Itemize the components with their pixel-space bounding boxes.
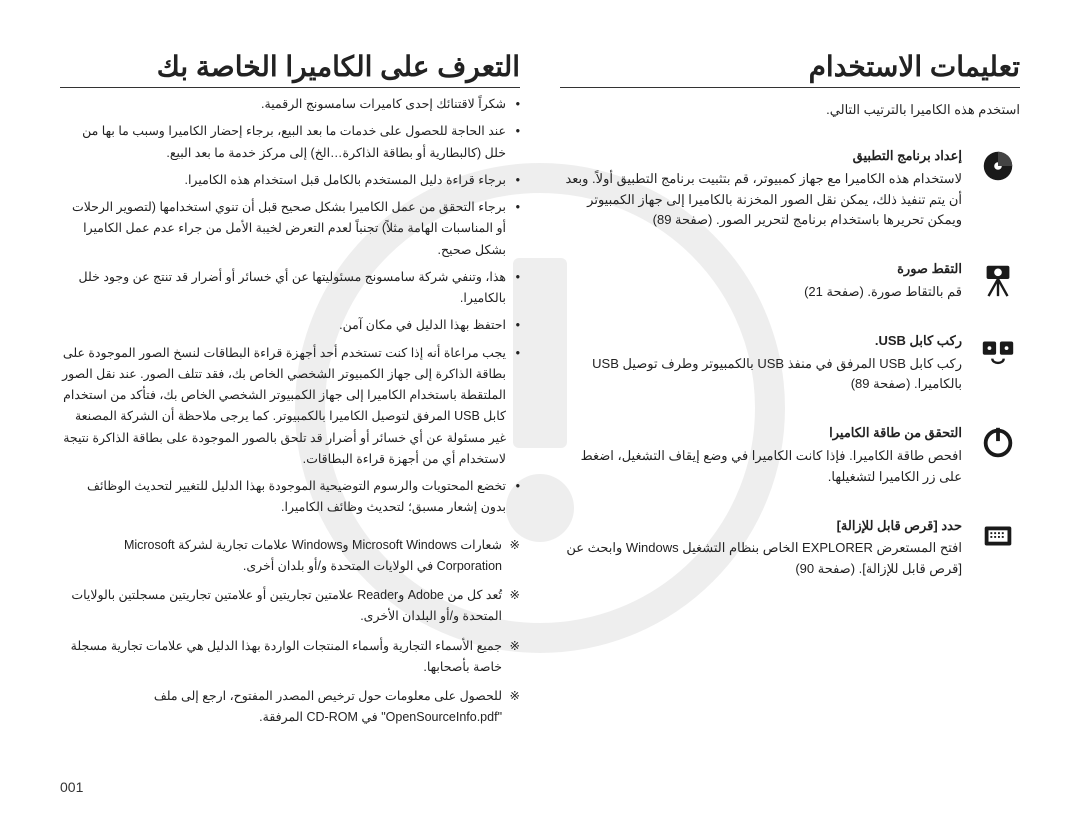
note-item: شعارات Microsoft Windows وWindows علامات… <box>60 535 520 578</box>
usage-intro: استخدم هذه الكاميرا بالترتيب التالي. <box>560 102 1020 118</box>
step-title: التقط صورة <box>560 259 962 280</box>
step-title: التحقق من طاقة الكاميرا <box>560 423 962 444</box>
step-body: افحص طاقة الكاميرا. فإذا كانت الكاميرا ف… <box>560 446 962 488</box>
bullet-item: احتفظ بهذا الدليل في مكان آمن. <box>60 315 520 336</box>
bullet-item: هذا، وتنفي شركة سامسونج مسئوليتها عن أي … <box>60 267 520 310</box>
bullet-item: برجاء قراءة دليل المستخدم بالكامل قبل اس… <box>60 170 520 191</box>
know-your-camera-column: التعرف على الكاميرا الخاصة بك شكراً لاقت… <box>60 50 520 785</box>
usb-connect-icon <box>976 331 1020 371</box>
trademark-notes: شعارات Microsoft Windows وWindows علامات… <box>60 535 520 737</box>
bullet-item: شكراً لاقتنائك إحدى كاميرات سامسونج الرق… <box>60 94 520 115</box>
step-install-software: إعداد برنامج التطبيقلاستخدام هذه الكامير… <box>560 146 1020 231</box>
step-body: قم بالتقاط صورة. (صفحة 21) <box>560 282 962 303</box>
step-check-power: التحقق من طاقة الكاميراافحص طاقة الكامير… <box>560 423 1020 487</box>
step-connect-usb: ركب كابل USB.ركب كابل USB المرفق في منفذ… <box>560 331 1020 395</box>
bullet-item: يجب مراعاة أنه إذا كنت تستخدم أحد أجهزة … <box>60 343 520 471</box>
bullet-item: تخضع المحتويات والرسوم التوضيحية الموجود… <box>60 476 520 519</box>
bullet-item: عند الحاجة للحصول على خدمات ما بعد البيع… <box>60 121 520 164</box>
step-title: حدد [قرص قابل للإزالة] <box>560 516 962 537</box>
bullet-item: برجاء التحقق من عمل الكاميرا بشكل صحيح ق… <box>60 197 520 261</box>
step-body: افتح المستعرض EXPLORER الخاص بنظام التشغ… <box>560 538 962 580</box>
two-column-layout: تعليمات الاستخدام استخدم هذه الكاميرا با… <box>60 50 1020 785</box>
usage-heading: تعليمات الاستخدام <box>560 50 1020 88</box>
usage-instructions-column: تعليمات الاستخدام استخدم هذه الكاميرا با… <box>560 50 1020 785</box>
step-body: لاستخدام هذه الكاميرا مع جهاز كمبيوتر، ق… <box>560 169 962 231</box>
step-body: ركب كابل USB المرفق في منفذ USB بالكمبيو… <box>560 354 962 396</box>
camera-tripod-icon <box>976 259 1020 299</box>
step-title: إعداد برنامج التطبيق <box>560 146 962 167</box>
note-item: تُعد كل من Adobe وReader علامتين تجاريتي… <box>60 585 520 628</box>
removable-disk-icon <box>976 516 1020 556</box>
step-title: ركب كابل USB. <box>560 331 962 352</box>
know-camera-heading: التعرف على الكاميرا الخاصة بك <box>60 50 520 88</box>
note-item: للحصول على معلومات حول ترخيص المصدر المف… <box>60 686 520 729</box>
step-take-photo: التقط صورةقم بالتقاط صورة. (صفحة 21) <box>560 259 1020 303</box>
step-removable-disk: حدد [قرص قابل للإزالة]افتح المستعرض EXPL… <box>560 516 1020 580</box>
power-icon <box>976 423 1020 463</box>
manual-page: تعليمات الاستخدام استخدم هذه الكاميرا با… <box>0 0 1080 815</box>
page-number: 001 <box>60 779 83 795</box>
disc-icon <box>976 146 1020 186</box>
bullet-list: شكراً لاقتنائك إحدى كاميرات سامسونج الرق… <box>60 94 520 525</box>
note-item: جميع الأسماء التجارية وأسماء المنتجات ال… <box>60 636 520 679</box>
